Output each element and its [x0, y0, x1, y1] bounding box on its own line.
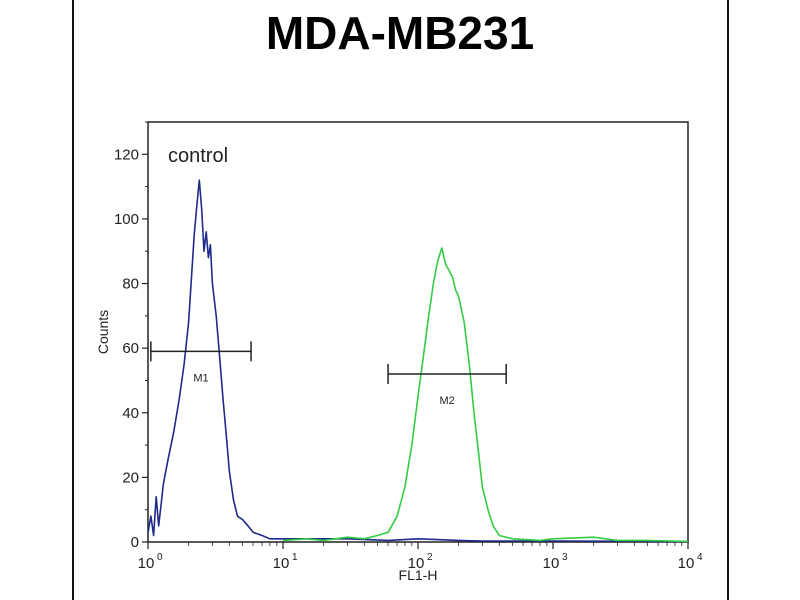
- y-tick-label: 100: [114, 211, 139, 228]
- y-tick-label: 20: [122, 469, 139, 486]
- y-axis: 0 20 40 60 80 100 120: [114, 121, 148, 551]
- chart-title: MDA-MB231: [265, 7, 535, 59]
- x-tick-exponent: 3: [562, 552, 568, 563]
- gate-marker: M2: [387, 364, 507, 407]
- x-tick-base: 10: [543, 555, 560, 572]
- x-tick-label: 10 0: [138, 552, 163, 572]
- histogram-series-1: [147, 179, 689, 543]
- x-tick-exponent: 1: [292, 552, 298, 563]
- gate-marker: M1: [150, 341, 252, 384]
- y-tick-label: 120: [114, 146, 139, 163]
- marker-layer: M1 M2: [150, 341, 507, 407]
- y-axis-label: Counts: [95, 310, 111, 354]
- x-tick-label: 10 3: [543, 552, 568, 572]
- x-tick-base: 10: [273, 555, 290, 572]
- histogram-series-2: [282, 247, 689, 543]
- x-tick-label: 10 2: [408, 552, 433, 572]
- control-annotation: control: [168, 145, 228, 167]
- x-tick-base: 10: [408, 555, 425, 572]
- x-tick-label: 10 1: [273, 552, 298, 572]
- y-tick-label: 80: [122, 276, 139, 293]
- series-layer: [147, 179, 689, 543]
- x-axis-label: FL1-H: [399, 567, 438, 583]
- x-tick-exponent: 0: [157, 552, 163, 563]
- x-axis: 10 0 10 1 10 2 10 3 10 4: [138, 542, 703, 572]
- y-tick-label: 60: [122, 340, 139, 357]
- right-frame-line: [727, 0, 729, 600]
- x-tick-exponent: 2: [427, 552, 433, 563]
- x-tick-base: 10: [678, 555, 695, 572]
- x-tick-exponent: 4: [697, 552, 703, 563]
- x-tick-label: 10 4: [678, 552, 703, 572]
- gate-label: M1: [193, 372, 208, 384]
- y-tick-label: 0: [131, 534, 139, 551]
- left-frame-line: [72, 0, 74, 600]
- plot-frame: [147, 121, 689, 543]
- x-tick-base: 10: [138, 555, 155, 572]
- gate-label: M2: [439, 395, 454, 407]
- y-tick-label: 40: [122, 405, 139, 422]
